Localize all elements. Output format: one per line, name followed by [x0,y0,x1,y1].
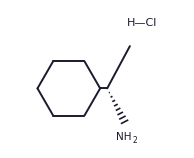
Text: H—Cl: H—Cl [127,18,158,28]
Text: NH: NH [116,132,131,142]
Text: 2: 2 [133,136,138,145]
